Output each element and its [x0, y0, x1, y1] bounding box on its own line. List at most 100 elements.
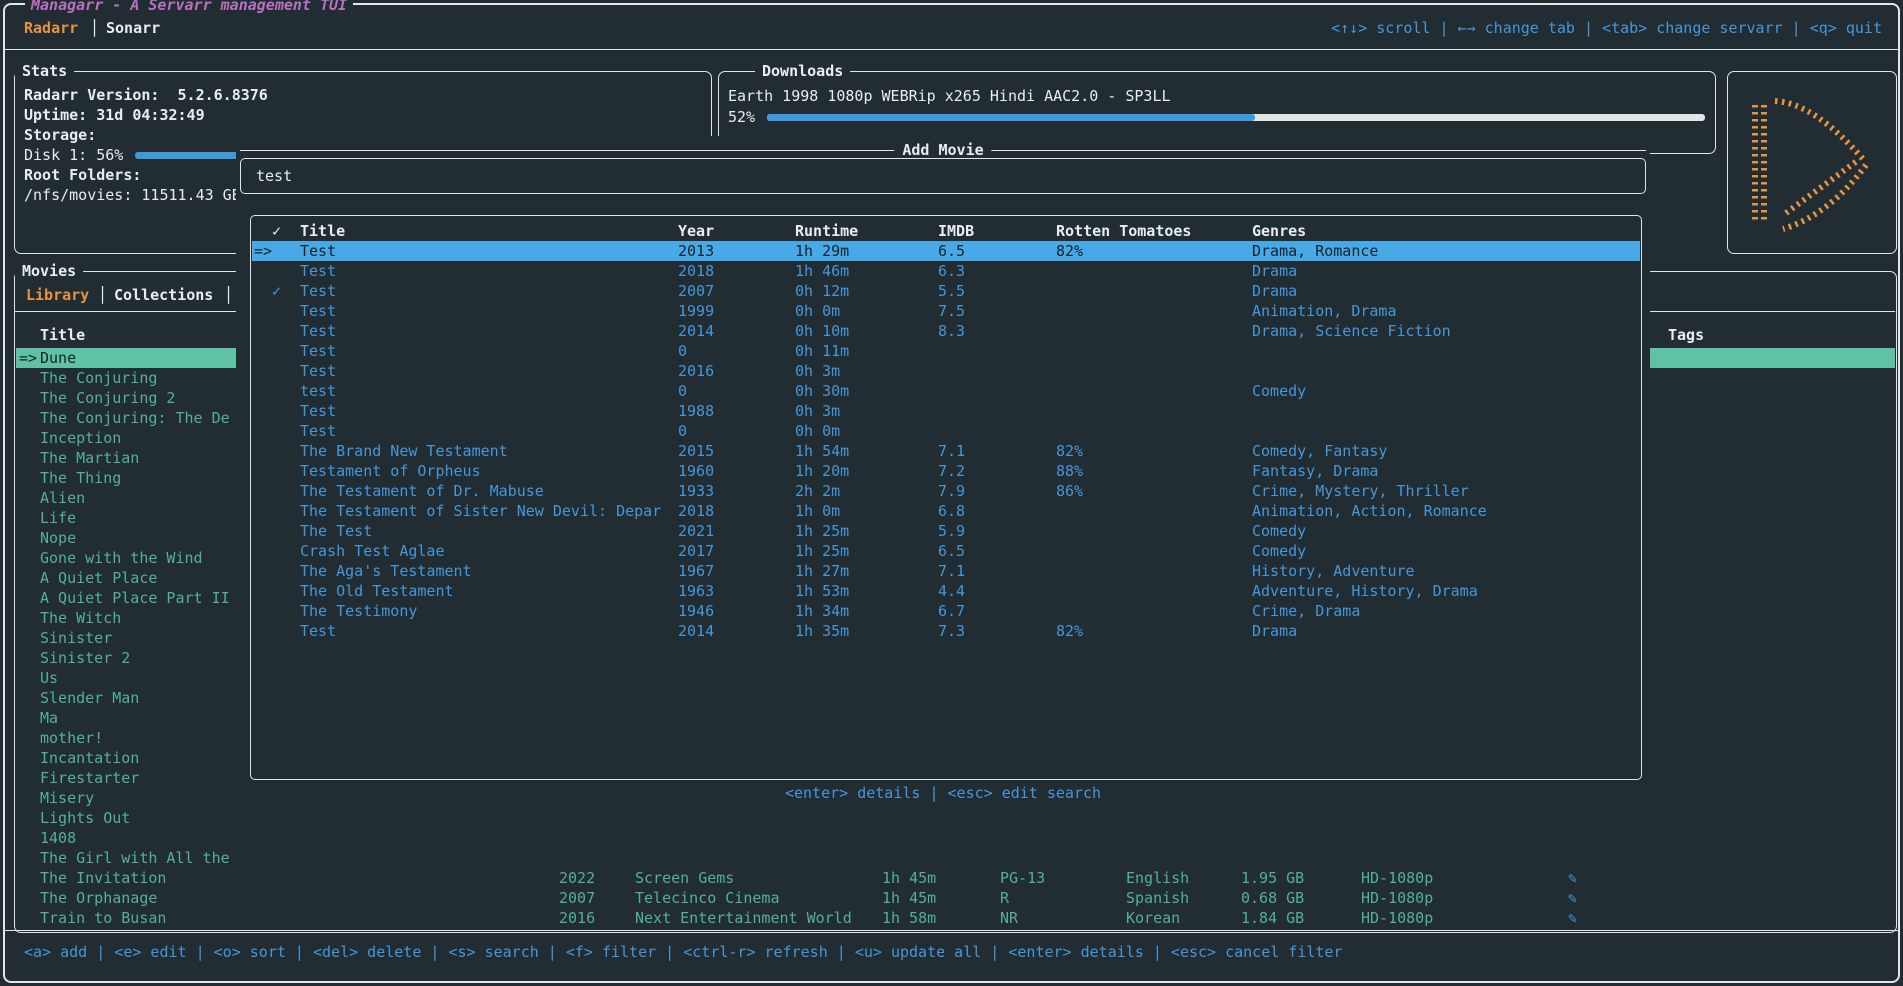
result-year: 2018: [678, 502, 715, 520]
list-item[interactable]: The Thing: [40, 469, 122, 487]
movie-row-runtime: 1h 45m: [882, 889, 937, 907]
result-genres: Animation, Drama: [1252, 302, 1397, 320]
list-item[interactable]: The Conjuring: The De: [40, 409, 230, 427]
movie-row-studio: Screen Gems: [635, 869, 735, 887]
list-item[interactable]: 1408: [40, 829, 77, 847]
movie-row-quality: HD-1080p: [1361, 909, 1434, 927]
result-year: 2018: [678, 262, 715, 280]
result-runtime: 1h 20m: [795, 462, 850, 480]
movies-tab-library[interactable]: Library: [26, 286, 90, 304]
list-item[interactable]: The Girl with All the: [40, 849, 230, 867]
list-item[interactable]: Us: [40, 669, 59, 687]
stats-rootfolders-label: Root Folders:: [24, 166, 142, 184]
results-column-header: IMDB: [938, 222, 975, 240]
selection-arrow: =>: [254, 242, 273, 260]
list-item[interactable]: Alien: [40, 489, 86, 507]
list-item[interactable]: Inception: [40, 429, 122, 447]
movies-column-title: Title: [40, 326, 86, 344]
result-imdb: 7.2: [938, 462, 966, 480]
result-imdb: 6.5: [938, 242, 966, 260]
movies-panel-title: Movies: [15, 261, 84, 281]
movie-search-input[interactable]: [240, 158, 1646, 194]
result-runtime: 2h 2m: [795, 482, 841, 500]
result-genres: Comedy, Fantasy: [1252, 442, 1388, 460]
movie-row-certification: R: [1000, 889, 1010, 907]
movie-row-studio: Telecinco Cinema: [635, 889, 780, 907]
list-item[interactable]: Ma: [40, 709, 59, 727]
result-year: 1946: [678, 602, 715, 620]
results-column-header: ✓: [272, 222, 282, 240]
result-genres: Crime, Drama: [1252, 602, 1361, 620]
movie-row-year: 2016: [559, 909, 596, 927]
movies-tab-separator-2: │: [224, 286, 234, 304]
monitored-pencil-icon: ✎: [1568, 869, 1578, 887]
result-title: The Test: [300, 522, 373, 540]
monitored-pencil-icon: ✎: [1568, 909, 1578, 927]
list-item[interactable]: The Martian: [40, 449, 140, 467]
movie-row-size: 0.68 GB: [1241, 889, 1305, 907]
list-item[interactable]: Gone with the Wind: [40, 549, 203, 567]
movies-tab-collections[interactable]: Collections: [114, 286, 214, 304]
list-item[interactable]: Sinister: [40, 629, 113, 647]
download-percent-label: 52%: [728, 108, 756, 126]
result-title: The Testimony: [300, 602, 418, 620]
result-title: Test: [300, 342, 337, 360]
results-column-header: Title: [300, 222, 346, 240]
result-genres: History, Adventure: [1252, 562, 1415, 580]
result-rt: 82%: [1056, 442, 1084, 460]
list-item[interactable]: Train to Busan: [40, 909, 167, 927]
movie-row-year: 2007: [559, 889, 596, 907]
header-divider: [5, 49, 1898, 50]
tab-radarr[interactable]: Radarr: [24, 19, 79, 37]
result-title: Test: [300, 322, 337, 340]
result-year: 0: [678, 422, 688, 440]
result-rt: 86%: [1056, 482, 1084, 500]
result-year: 2016: [678, 362, 715, 380]
list-item[interactable]: Slender Man: [40, 689, 140, 707]
result-title: Test: [300, 302, 337, 320]
monitored-pencil-icon: ✎: [1568, 889, 1578, 907]
results-column-header: Year: [678, 222, 715, 240]
list-item[interactable]: The Orphanage: [40, 889, 158, 907]
result-genres: Drama: [1252, 262, 1298, 280]
list-item[interactable]: Misery: [40, 789, 95, 807]
list-item[interactable]: A Quiet Place Part II: [40, 589, 230, 607]
result-title: Test: [300, 242, 337, 260]
result-year: 2007: [678, 282, 715, 300]
result-imdb: 7.9: [938, 482, 966, 500]
downloads-panel-title: Downloads: [755, 61, 851, 81]
list-item[interactable]: Incantation: [40, 749, 140, 767]
result-year: 2015: [678, 442, 715, 460]
list-item[interactable]: mother!: [40, 729, 104, 747]
list-item[interactable]: The Invitation: [40, 869, 167, 887]
result-year: 2013: [678, 242, 715, 260]
result-imdb: 7.3: [938, 622, 966, 640]
result-imdb: 4.4: [938, 582, 966, 600]
result-imdb: 7.1: [938, 562, 966, 580]
result-genres: Drama: [1252, 282, 1298, 300]
list-item[interactable]: Life: [40, 509, 77, 527]
list-item[interactable]: Dune: [40, 349, 77, 367]
result-imdb: 6.3: [938, 262, 966, 280]
list-item[interactable]: The Witch: [40, 609, 122, 627]
result-genres: Drama: [1252, 622, 1298, 640]
list-item[interactable]: The Conjuring: [40, 369, 158, 387]
result-imdb: 5.5: [938, 282, 966, 300]
logo-panel: [1727, 71, 1897, 254]
top-keybind-hints: <↑↓> scroll | ←→ change tab | <tab> chan…: [1331, 19, 1882, 37]
result-imdb: 5.9: [938, 522, 966, 540]
result-imdb: 7.1: [938, 442, 966, 460]
result-year: 2014: [678, 622, 715, 640]
result-rt: 82%: [1056, 242, 1084, 260]
list-item[interactable]: Nope: [40, 529, 77, 547]
result-runtime: 1h 25m: [795, 542, 850, 560]
list-item[interactable]: Firestarter: [40, 769, 140, 787]
tab-sonarr[interactable]: Sonarr: [106, 19, 161, 37]
result-genres: Drama, Science Fiction: [1252, 322, 1451, 340]
list-item[interactable]: A Quiet Place: [40, 569, 158, 587]
list-item[interactable]: Lights Out: [40, 809, 131, 827]
list-item[interactable]: The Conjuring 2: [40, 389, 176, 407]
result-year: 2017: [678, 542, 715, 560]
list-item[interactable]: Sinister 2: [40, 649, 131, 667]
movie-row-size: 1.95 GB: [1241, 869, 1305, 887]
